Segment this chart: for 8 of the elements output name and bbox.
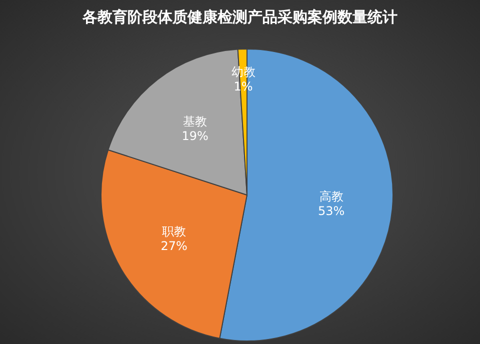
slice-label: 基教	[183, 114, 208, 129]
data-label: 19%	[182, 129, 208, 144]
data-label: 27%	[160, 239, 188, 254]
chart-title: 各教育阶段体质健康检测产品采购案例数量统计	[82, 8, 398, 27]
slice-label: 职教	[162, 224, 186, 239]
slice-label: 高教	[319, 190, 344, 204]
data-label: 53%	[318, 204, 345, 218]
data-label: 1%	[234, 79, 253, 94]
